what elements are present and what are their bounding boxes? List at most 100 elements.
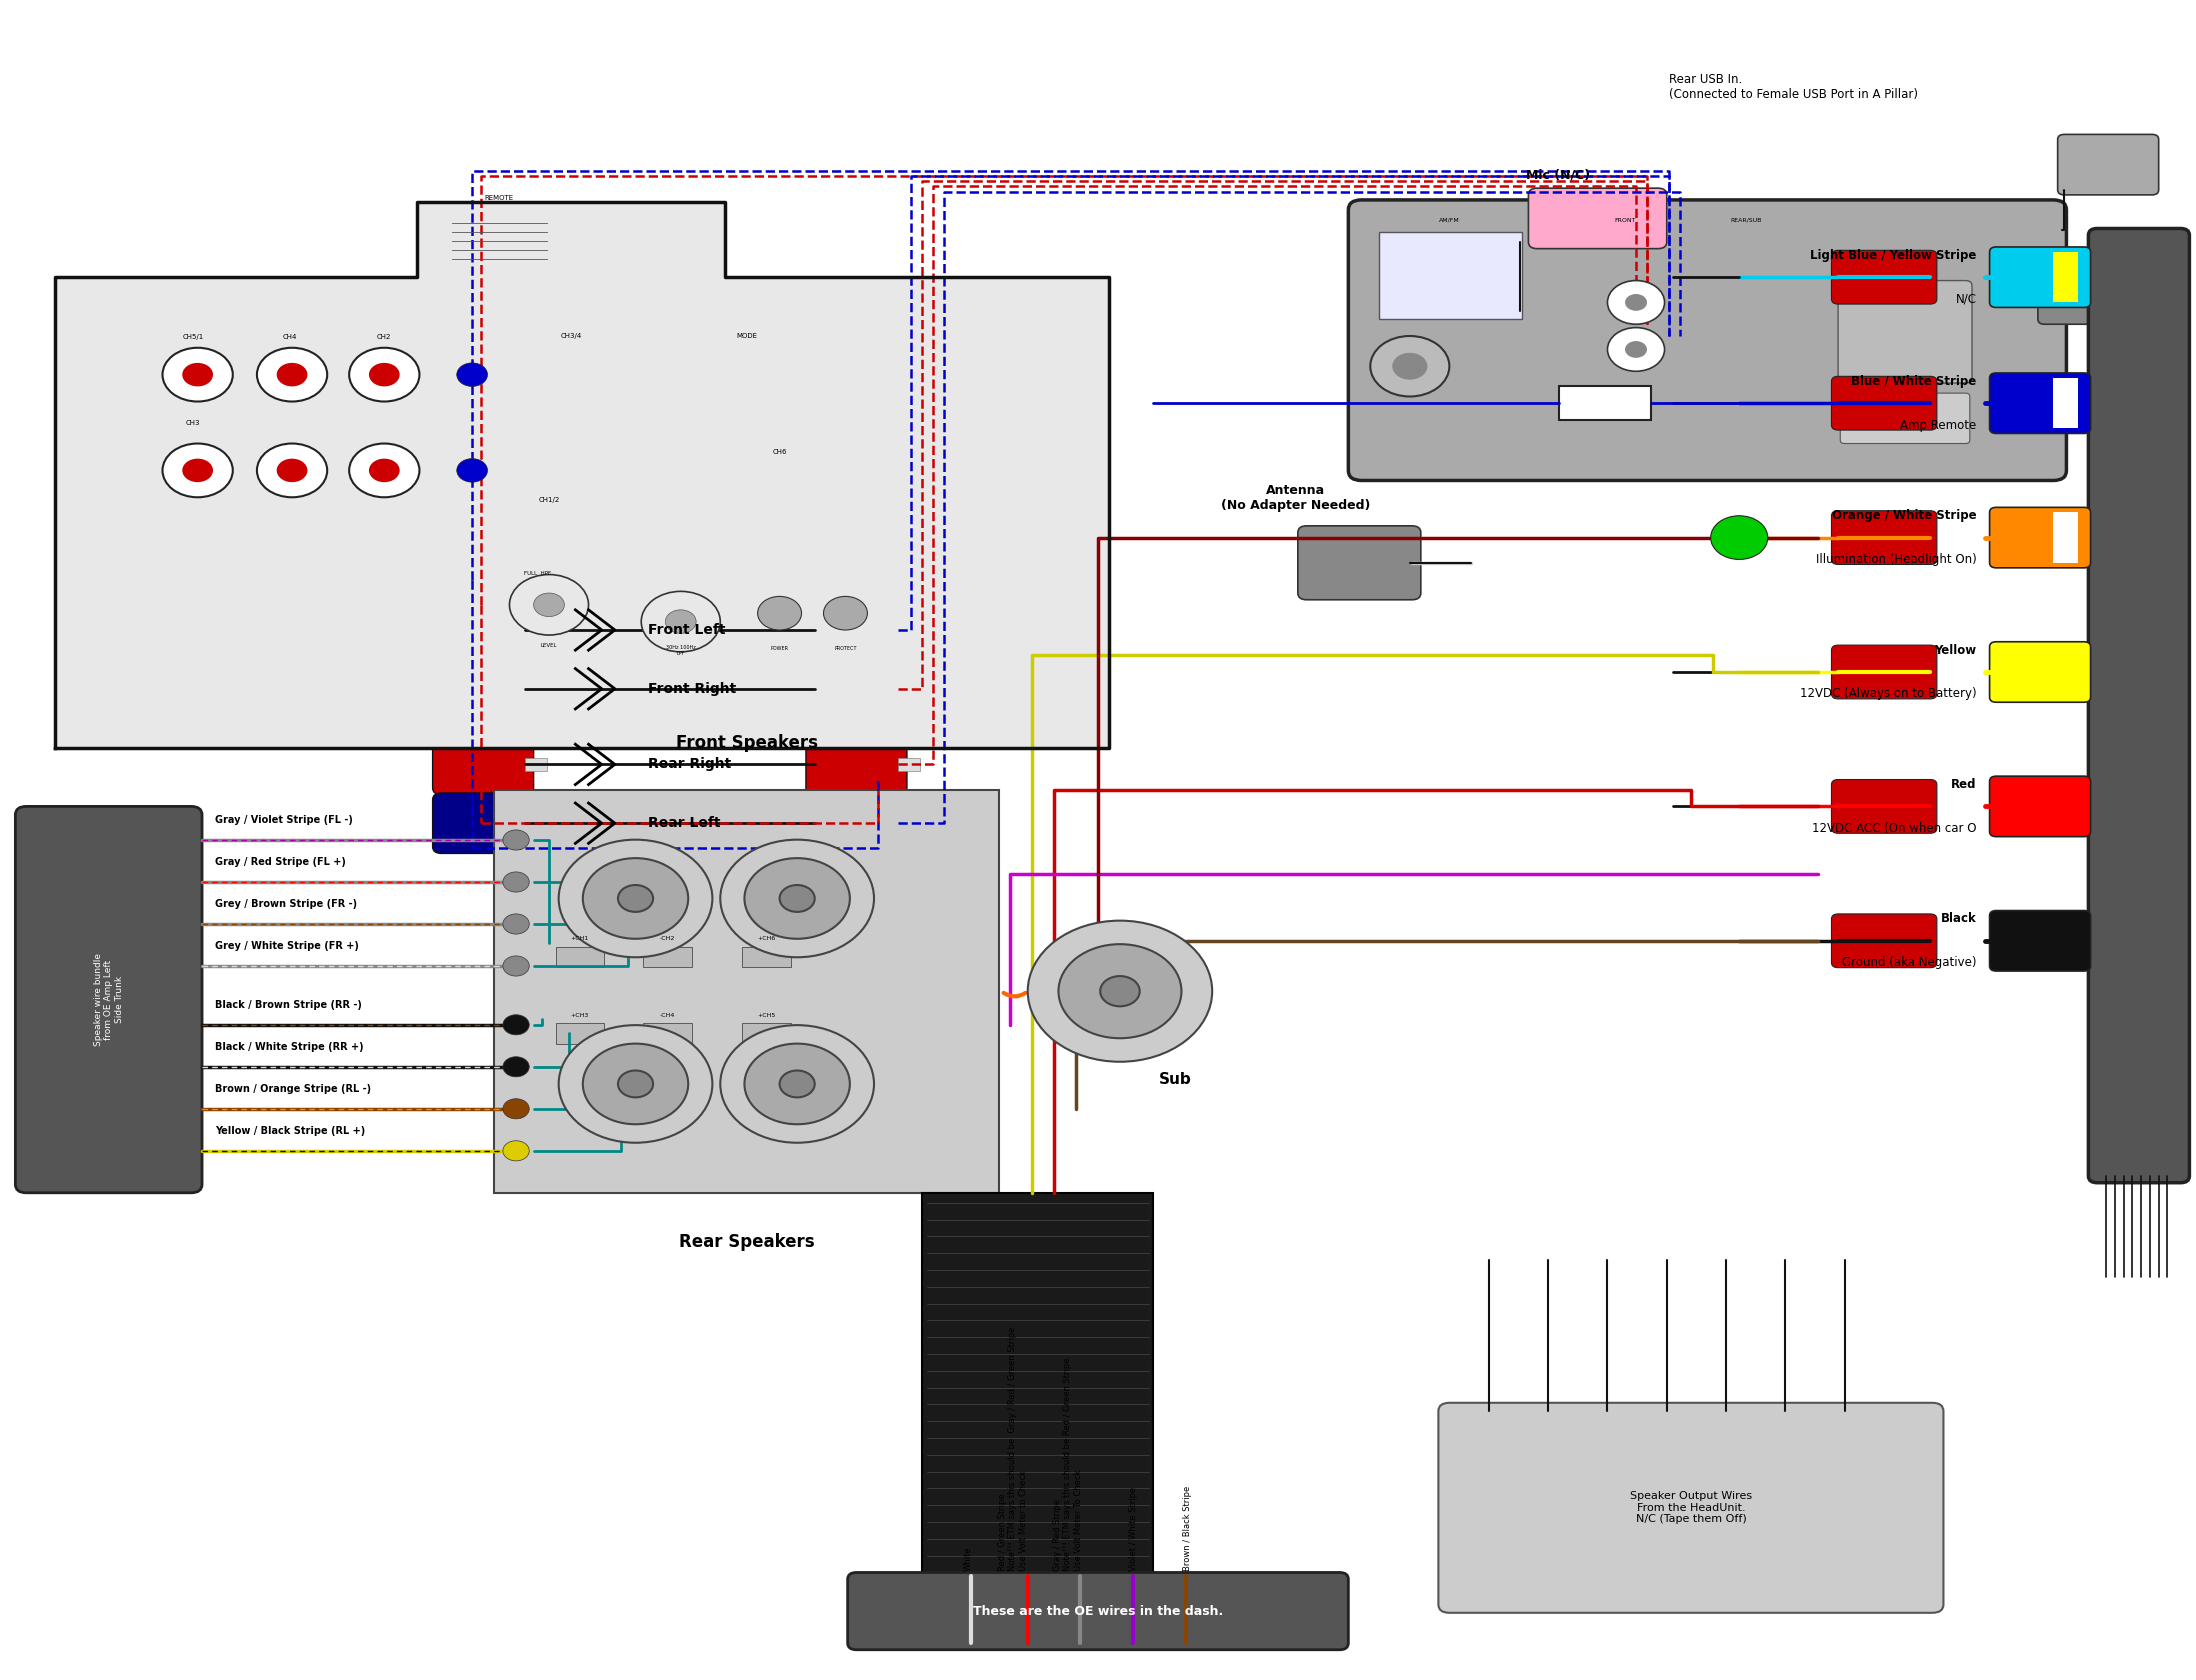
FancyBboxPatch shape [1990, 642, 2091, 702]
FancyBboxPatch shape [1990, 776, 2091, 837]
Circle shape [503, 872, 529, 892]
Text: MODE: MODE [736, 333, 758, 339]
Text: Mic (N/C): Mic (N/C) [1526, 168, 1590, 181]
Text: Light Blue / Yellow Stripe: Light Blue / Yellow Stripe [1810, 249, 1976, 262]
FancyBboxPatch shape [433, 659, 534, 719]
FancyBboxPatch shape [433, 793, 534, 853]
Circle shape [1607, 328, 1665, 371]
Text: Antenna
(No Adapter Needed): Antenna (No Adapter Needed) [1221, 484, 1370, 512]
Text: 12VDC (Always on to Battery): 12VDC (Always on to Battery) [1801, 687, 1976, 701]
Circle shape [1711, 516, 1768, 559]
FancyBboxPatch shape [1838, 281, 1972, 383]
Text: CH1/2: CH1/2 [538, 497, 560, 504]
Text: Red / Green Stripe
Note!!! ETM says this should be  Gray / Red / Green Stripe.
U: Red / Green Stripe Note!!! ETM says this… [997, 1324, 1028, 1571]
Bar [898, 623, 920, 637]
Bar [72, 470, 121, 529]
Text: CH5/1: CH5/1 [182, 334, 204, 341]
Text: Red: Red [1950, 778, 1976, 791]
Circle shape [349, 444, 419, 497]
FancyBboxPatch shape [2088, 228, 2189, 1183]
Bar [520, 491, 573, 554]
Bar [966, 403, 1006, 496]
Circle shape [182, 459, 213, 482]
Text: REMOTE: REMOTE [483, 195, 514, 202]
Text: Gray / Red Stripe
Note!!! ETM says this should be Red / Green Stripe.
Use Volt M: Gray / Red Stripe Note!!! ETM says this … [1052, 1354, 1083, 1571]
Text: Yellow: Yellow [1935, 643, 1976, 657]
FancyBboxPatch shape [433, 734, 534, 795]
Text: Amp Remote: Amp Remote [1900, 418, 1976, 432]
Bar [898, 816, 920, 830]
Bar [525, 623, 547, 637]
Text: 30Hz 100Hz
LPF: 30Hz 100Hz LPF [665, 645, 696, 657]
FancyBboxPatch shape [1990, 911, 2091, 971]
Text: Grey / Brown Stripe (FR -): Grey / Brown Stripe (FR -) [215, 899, 358, 909]
Circle shape [503, 1141, 529, 1161]
FancyBboxPatch shape [1831, 250, 1937, 304]
Bar [2053, 252, 2077, 302]
Circle shape [665, 610, 696, 633]
Circle shape [780, 1070, 815, 1097]
Text: PROTECT: PROTECT [834, 647, 856, 652]
Circle shape [369, 363, 400, 386]
Bar [898, 758, 920, 771]
Circle shape [257, 348, 327, 402]
Text: +CH5: +CH5 [758, 1013, 775, 1018]
Circle shape [457, 363, 488, 386]
Circle shape [824, 596, 867, 630]
Text: -CH4: -CH4 [659, 1013, 676, 1018]
FancyBboxPatch shape [848, 1572, 1348, 1650]
FancyBboxPatch shape [1990, 247, 2091, 307]
Circle shape [780, 885, 815, 912]
Circle shape [182, 363, 213, 386]
Text: Rear Speakers: Rear Speakers [679, 1233, 815, 1250]
Text: +CH6: +CH6 [758, 936, 775, 941]
FancyBboxPatch shape [806, 600, 907, 660]
FancyBboxPatch shape [1298, 526, 1421, 600]
Bar [898, 682, 920, 696]
FancyBboxPatch shape [696, 312, 797, 363]
FancyBboxPatch shape [1438, 1403, 1943, 1613]
Circle shape [349, 348, 419, 402]
Circle shape [509, 575, 589, 635]
FancyBboxPatch shape [806, 734, 907, 795]
FancyBboxPatch shape [1831, 645, 1937, 699]
Circle shape [1625, 294, 1647, 311]
Bar [922, 1193, 1153, 1576]
Circle shape [457, 459, 488, 482]
Circle shape [758, 596, 802, 630]
FancyBboxPatch shape [2038, 260, 2095, 324]
Circle shape [720, 1025, 874, 1142]
Text: POWER: POWER [771, 647, 788, 652]
Circle shape [503, 914, 529, 934]
Circle shape [503, 956, 529, 976]
Circle shape [163, 444, 233, 497]
Text: Black / White Stripe (RR +): Black / White Stripe (RR +) [215, 1042, 365, 1052]
Text: CH4: CH4 [283, 334, 296, 341]
Text: REAR/SUB: REAR/SUB [1730, 218, 1761, 223]
Text: FULL  HPF: FULL HPF [525, 571, 551, 576]
Bar [556, 948, 604, 968]
Text: Speaker wire bundle
from OE Amp Left
Side Trunk: Speaker wire bundle from OE Amp Left Sid… [94, 953, 123, 1047]
Bar [1559, 386, 1651, 420]
Text: 12VDC ACC (On when car O: 12VDC ACC (On when car O [1812, 822, 1976, 835]
Circle shape [534, 593, 564, 617]
Circle shape [558, 1025, 712, 1142]
Bar [72, 622, 121, 680]
Bar [525, 758, 547, 771]
FancyBboxPatch shape [1990, 507, 2091, 568]
FancyBboxPatch shape [488, 479, 610, 526]
FancyBboxPatch shape [1990, 373, 2091, 433]
FancyBboxPatch shape [1348, 200, 2066, 480]
FancyBboxPatch shape [806, 659, 907, 719]
Circle shape [1392, 353, 1427, 380]
Text: Rear Right: Rear Right [648, 758, 731, 771]
FancyBboxPatch shape [1831, 511, 1937, 564]
Circle shape [558, 840, 712, 958]
Bar [72, 546, 121, 605]
Text: Front Speakers: Front Speakers [676, 734, 817, 751]
Text: Brown / Orange Stripe (RL -): Brown / Orange Stripe (RL -) [215, 1084, 371, 1094]
Text: Brown / Black Stripe: Brown / Black Stripe [1184, 1485, 1192, 1571]
Bar [966, 521, 1006, 613]
FancyBboxPatch shape [433, 600, 534, 660]
Text: Rear USB In.
(Connected to Female USB Port in A Pillar): Rear USB In. (Connected to Female USB Po… [1669, 72, 1917, 101]
